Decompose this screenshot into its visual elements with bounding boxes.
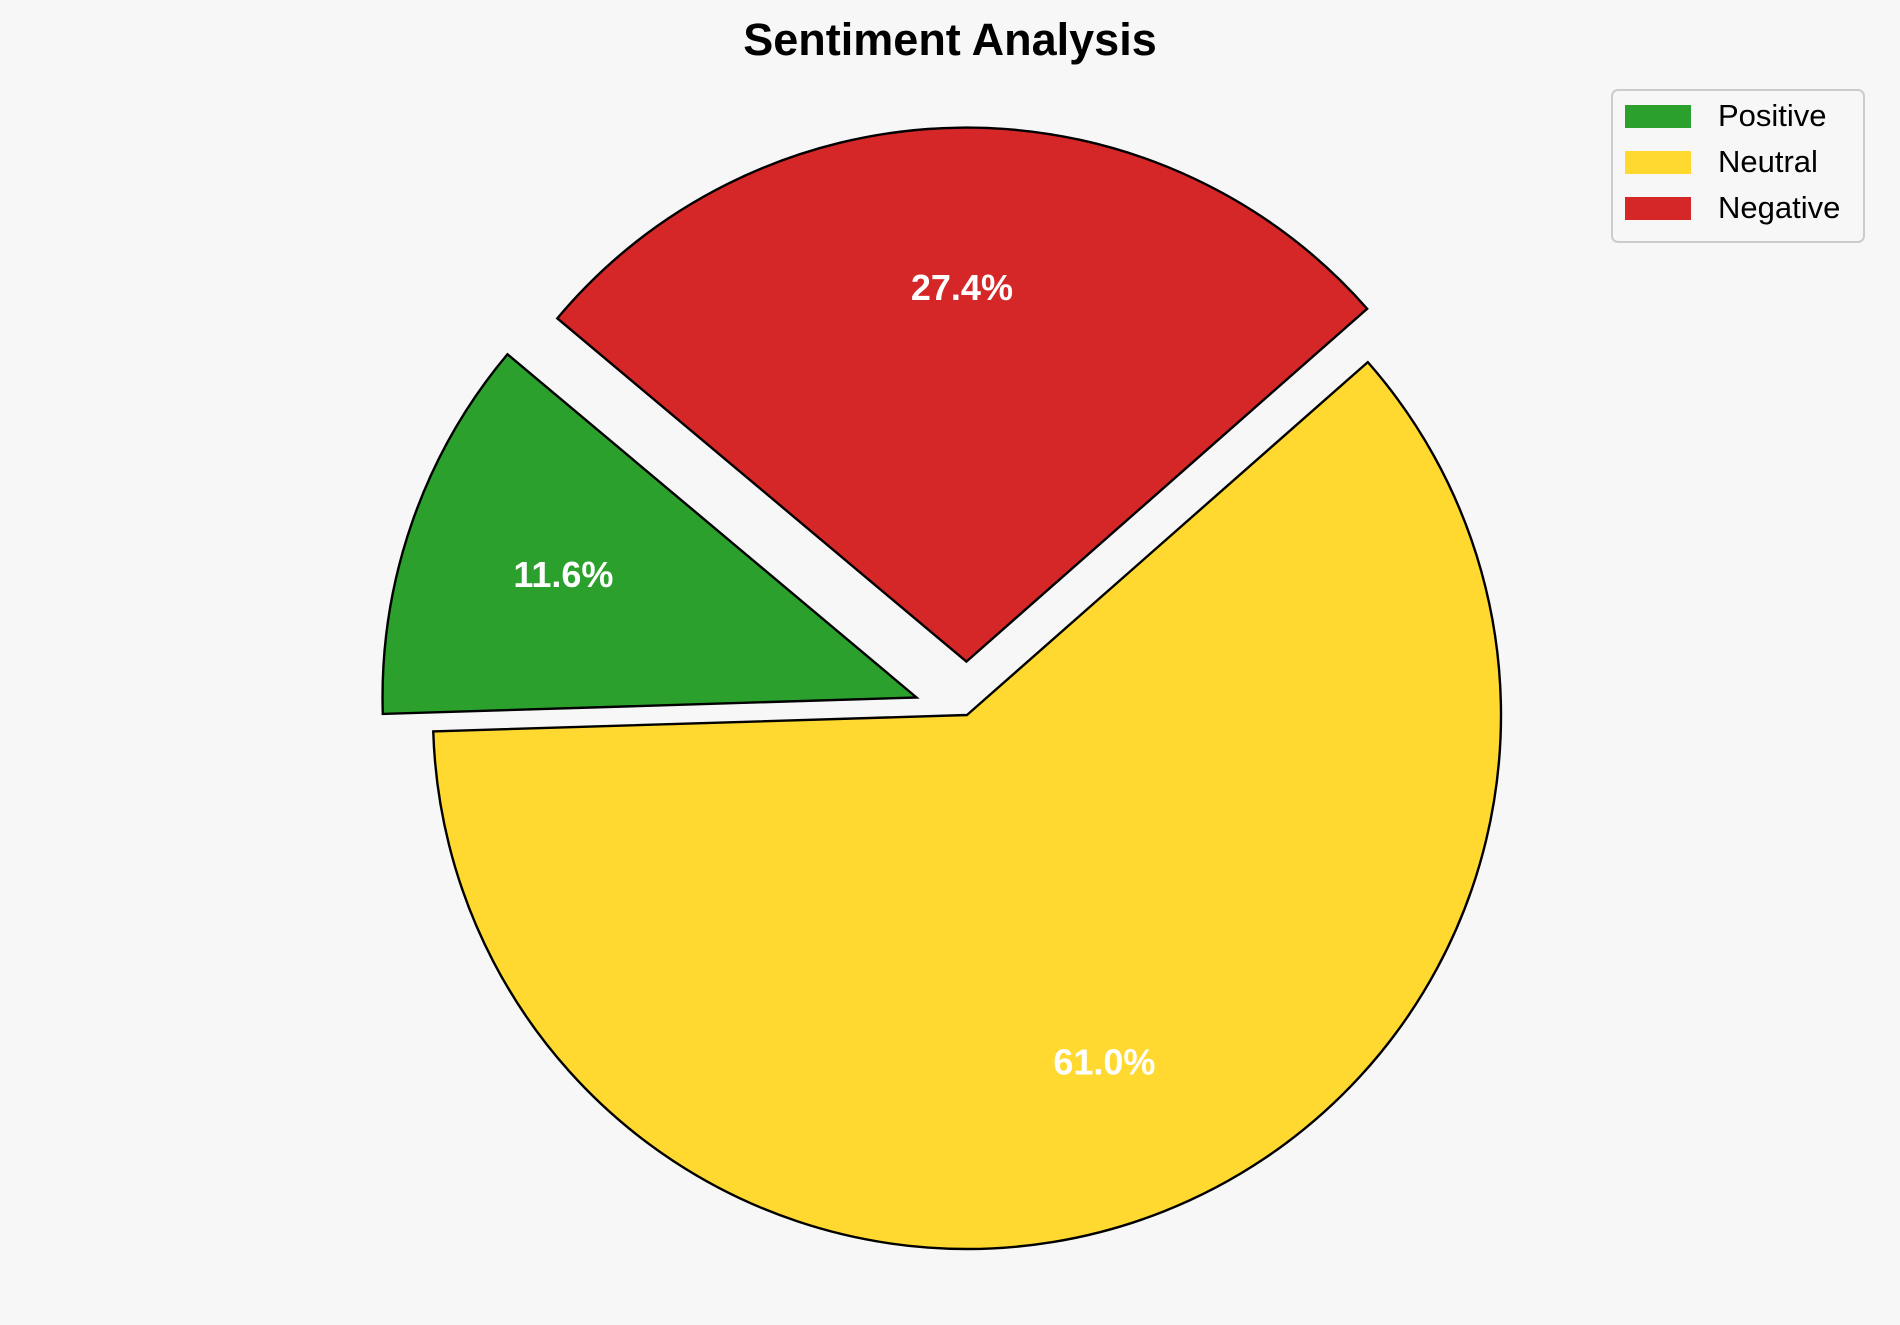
chart-title: Sentiment Analysis — [743, 14, 1156, 65]
slice-negative — [555, 126, 1369, 664]
slices — [381, 126, 1503, 1251]
legend: Positive Neutral Negative — [1611, 89, 1865, 243]
data-label-neutral: 61.0% — [1053, 1042, 1155, 1083]
legend-swatch-neutral — [1625, 151, 1691, 174]
legend-swatch-negative — [1625, 197, 1691, 220]
data-label-negative: 27.4% — [911, 267, 1013, 308]
slice-positive — [381, 352, 920, 716]
legend-label-negative: Negative — [1718, 190, 1840, 225]
legend-label-positive: Positive — [1718, 98, 1827, 133]
legend-swatch-positive — [1625, 105, 1691, 128]
legend-label-neutral: Neutral — [1718, 144, 1818, 179]
data-labels: 11.6% 61.0% 27.4% — [513, 267, 1155, 1083]
slice-neutral — [432, 360, 1503, 1251]
data-label-positive: 11.6% — [513, 554, 613, 595]
